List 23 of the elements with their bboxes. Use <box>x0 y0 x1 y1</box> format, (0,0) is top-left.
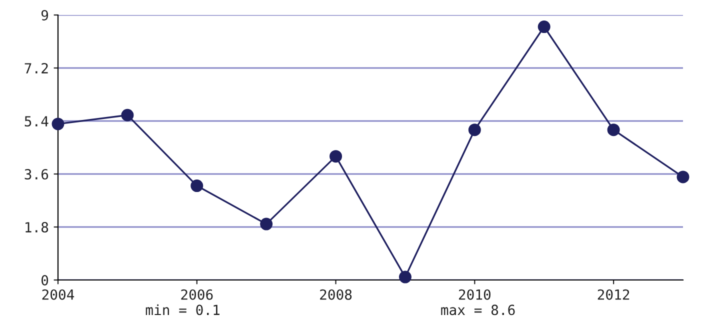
text: max = 8.6 <box>441 304 515 316</box>
x-tick-label: 2006 <box>181 289 213 300</box>
y-tick-label: 9 <box>41 10 48 21</box>
y-tick-label: 5.4 <box>24 116 48 127</box>
x-tick-label: 2010 <box>458 289 490 300</box>
text: min = 0.1 <box>146 304 220 316</box>
point <box>330 150 342 163</box>
y-tick-label: 1.8 <box>26 222 48 233</box>
point <box>607 124 620 136</box>
point <box>121 108 134 122</box>
point <box>468 124 481 136</box>
y-tick-label: 0 <box>42 275 48 286</box>
point <box>398 270 412 284</box>
point <box>538 20 550 34</box>
point <box>190 180 204 192</box>
x-tick-label: 2008 <box>320 289 352 300</box>
point <box>676 170 690 184</box>
y-tick-label: 3.6 <box>24 169 48 180</box>
x-tick-label: 2004 <box>42 289 74 300</box>
point <box>260 218 273 230</box>
point <box>52 118 64 130</box>
x-tick-label: 2012 <box>598 289 630 300</box>
y-tick-label: 7.2 <box>24 63 48 74</box>
